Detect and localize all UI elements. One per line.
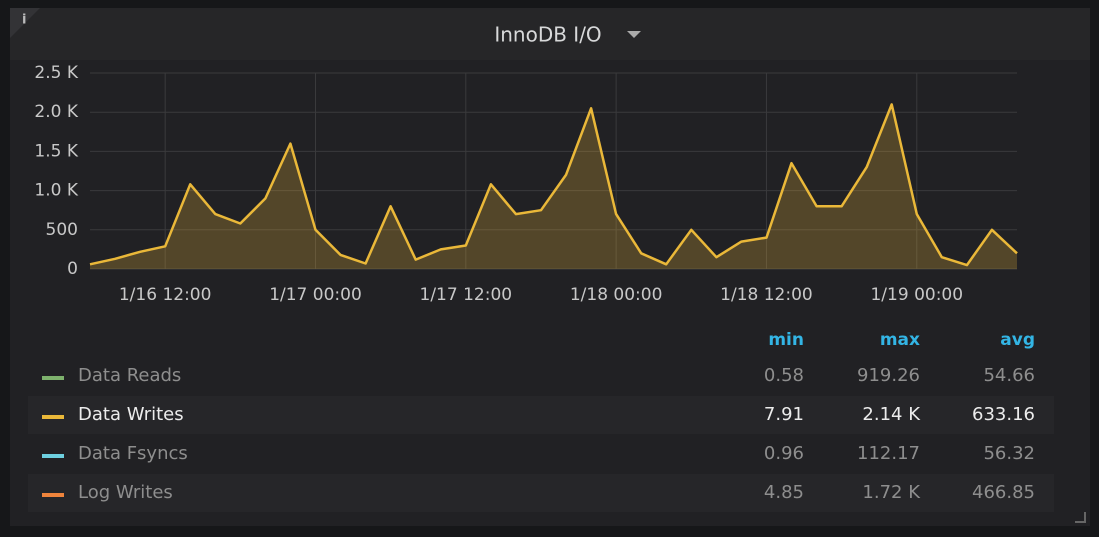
legend-stat: 7.91 <box>764 404 804 425</box>
legend-stat: 2.14 K <box>862 404 921 425</box>
legend-stat: 0.96 <box>764 443 804 464</box>
panel-bg <box>10 8 1090 526</box>
x-tick-label: 1/19 00:00 <box>870 285 963 305</box>
legend-name[interactable]: Data Fsyncs <box>78 443 188 464</box>
title-dropdown[interactable] <box>627 31 641 38</box>
series-area <box>90 104 1017 270</box>
x-tick-label: 1/18 00:00 <box>570 285 663 305</box>
y-tick-label: 2.0 K <box>34 102 78 122</box>
legend-stat: 4.85 <box>764 482 804 503</box>
legend-stat: 1.72 K <box>862 482 921 503</box>
legend-stat: 56.32 <box>983 443 1035 464</box>
x-tick-label: 1/17 00:00 <box>269 285 362 305</box>
y-tick-label: 1.5 K <box>34 141 78 161</box>
legend-stat: 112.17 <box>857 443 920 464</box>
info-corner[interactable] <box>10 8 40 38</box>
legend-name[interactable]: Data Writes <box>78 404 184 425</box>
legend-header: max <box>880 330 920 350</box>
legend-stat: 919.26 <box>857 365 920 386</box>
panel-header <box>10 8 1090 60</box>
x-tick-label: 1/16 12:00 <box>119 285 212 305</box>
x-tick-label: 1/17 12:00 <box>420 285 513 305</box>
resize-handle[interactable] <box>1075 512 1086 523</box>
legend-name[interactable]: Log Writes <box>78 482 173 503</box>
legend-stat: 0.58 <box>764 365 804 386</box>
legend-header: min <box>768 330 804 350</box>
y-tick-label: 500 <box>46 220 78 240</box>
info-icon[interactable]: i <box>22 13 26 28</box>
legend-row-bg <box>28 474 1054 512</box>
legend-name[interactable]: Data Reads <box>78 365 181 386</box>
legend-row-bg <box>28 396 1054 434</box>
series-line <box>89 103 1018 267</box>
x-tick-label: 1/18 12:00 <box>720 285 813 305</box>
legend-header: avg <box>1000 330 1035 350</box>
legend-stat: 633.16 <box>972 404 1035 425</box>
y-tick-label: 2.5 K <box>34 63 78 83</box>
legend-stat: 54.66 <box>983 365 1035 386</box>
legend-stat: 466.85 <box>972 482 1035 503</box>
chart-title[interactable]: InnoDB I/O <box>494 23 601 47</box>
y-tick-label: 1.0 K <box>34 181 78 201</box>
y-tick-label: 0 <box>67 259 78 279</box>
